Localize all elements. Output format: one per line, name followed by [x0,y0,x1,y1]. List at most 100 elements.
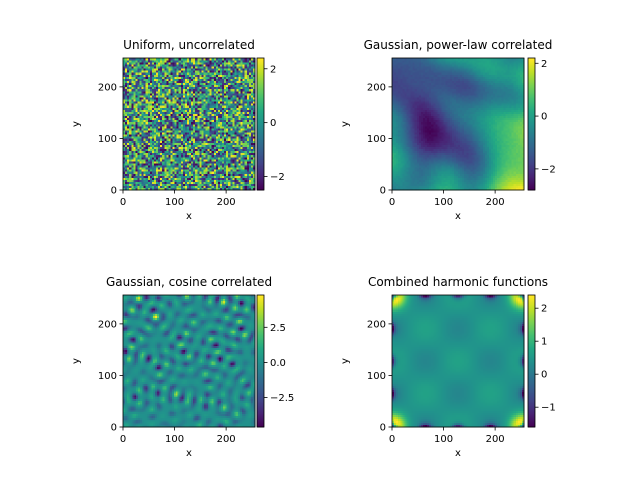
heatmap-cell [180,154,184,158]
heatmap-cell [252,163,256,166]
heatmap-cell [410,181,413,185]
heatmap-cell [246,179,250,183]
heatmap-cell [199,130,202,133]
heatmap-cell [429,163,432,166]
heatmap-cell [191,161,194,164]
heatmap-cell [396,185,399,189]
heatmap-cell [131,161,134,164]
heatmap-cell [224,142,227,145]
heatmap-cell [248,126,252,129]
heatmap-cell [217,91,221,94]
heatmap-cell [205,152,208,156]
heatmap-cell [176,185,179,189]
heatmap-cell [131,119,134,123]
heatmap-cell [437,183,440,187]
heatmap-cell [197,101,200,104]
heatmap-cell [445,183,448,187]
heatmap-cell [203,93,206,96]
heatmap-cell [232,97,235,100]
heatmap-cell [168,159,171,162]
heatmap-cell [133,93,136,96]
heatmap-cell [242,99,245,102]
heatmap-cell [242,134,245,137]
heatmap-cell [228,74,231,77]
heatmap-cell [509,181,512,185]
heatmap-cell [478,179,481,183]
heatmap-cell [240,121,243,125]
heatmap-cell [158,177,161,180]
heatmap-cell [147,107,151,110]
heatmap-cell [149,70,153,73]
heatmap-cell [172,157,175,160]
heatmap-cell [141,124,144,127]
heatmap-cell [392,169,395,172]
heatmap-cell [236,121,239,125]
heatmap-cell [222,107,225,110]
heatmap-cell [226,62,229,65]
heatmap-cell [186,142,190,145]
heatmap-cell [226,146,229,150]
heatmap-cell [222,179,225,183]
heatmap-cell [228,103,231,106]
heatmap-cell [515,165,519,168]
heatmap-cell [213,107,217,110]
heatmap-cell [219,187,223,191]
heatmap-cell [252,74,256,77]
heatmap-cell [160,91,163,94]
heatmap-cell [186,177,190,180]
heatmap-cell [162,140,165,143]
heatmap-cell [145,66,149,69]
heatmap-cell [189,163,192,166]
heatmap-cell [236,185,239,189]
heatmap-cell [236,126,239,129]
heatmap-cell [234,138,237,141]
heatmap-cell [228,68,231,71]
heatmap-cell [129,88,132,92]
heatmap-cell [153,152,157,156]
heatmap-cell [464,187,467,191]
heatmap-cell [203,76,206,79]
heatmap-cell [160,150,163,154]
heatmap-cell [158,101,161,104]
heatmap-cell [193,107,196,110]
heatmap-cell [162,154,165,158]
heatmap-cell [180,144,184,147]
heatmap-cell [240,70,243,73]
heatmap-cell [238,169,241,172]
heatmap-cell [228,95,231,98]
heatmap-cell [135,150,138,154]
heatmap-cell [137,105,140,108]
heatmap-cell [168,157,171,160]
heatmap-cell [131,113,134,117]
heatmap-cell [222,150,225,154]
heatmap-cell [219,64,223,67]
heatmap-cell [248,60,252,63]
heatmap-cell [252,144,256,147]
heatmap-cell [189,58,192,61]
heatmap-cell [495,181,498,185]
heatmap-cell [429,173,432,176]
heatmap-cell [505,181,508,185]
heatmap-cell [180,185,184,189]
heatmap-cell [203,154,206,158]
heatmap-cell [222,78,225,81]
heatmap-cell [246,181,250,185]
heatmap-cell [131,134,134,137]
heatmap-cell [519,183,523,187]
heatmap-cell [125,181,128,185]
heatmap-cell [226,177,229,180]
heatmap-cell [246,93,250,96]
heatmap-cell [224,183,227,187]
heatmap-cell [160,103,163,106]
heatmap-cell [149,140,153,143]
heatmap-cell [145,119,149,123]
heatmap-cell [472,167,475,170]
heatmap-cell [170,136,173,139]
heatmap-cell [232,101,235,104]
heatmap-cell [224,185,227,189]
heatmap-cell [164,157,167,160]
heatmap-cell [228,148,231,152]
heatmap-cell [149,148,153,152]
heatmap-cell [193,86,196,90]
